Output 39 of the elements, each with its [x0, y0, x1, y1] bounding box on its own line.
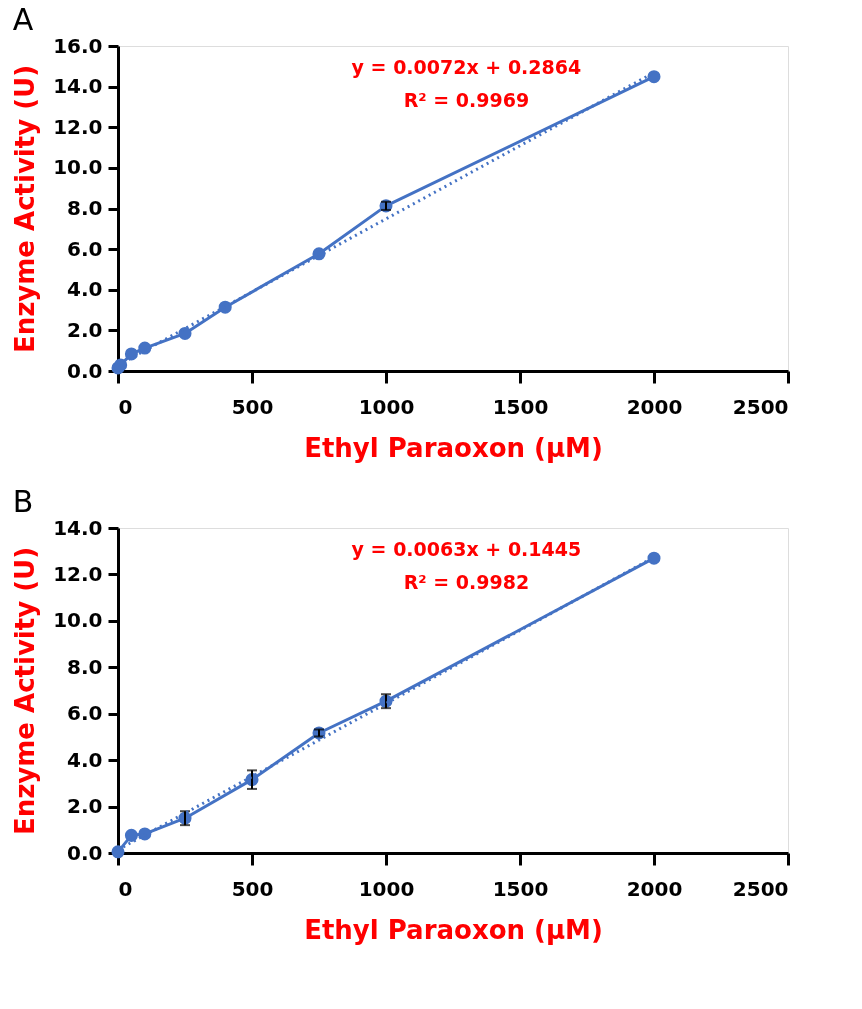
y-axis-title: Enzyme Activity (U)	[10, 64, 41, 354]
y-tick-label: 10.0	[53, 155, 103, 180]
y-tick-label: 14.0	[53, 74, 103, 99]
y-tick-label: 10.0	[53, 608, 103, 633]
y-tick-label: 4.0	[67, 747, 103, 772]
y-tick-label: 2.0	[67, 317, 103, 342]
x-tick-label: 1500	[492, 876, 549, 901]
y-tick-label: 0.0	[67, 358, 103, 383]
annotation: R² = 0.9982	[403, 571, 530, 593]
y-tick-label: 8.0	[67, 654, 103, 679]
chart-title: A	[12, 2, 34, 37]
y-tick-label: 14.0	[53, 515, 103, 540]
x-tick-label: 500	[231, 876, 274, 901]
annotation: y = 0.0063x + 0.1445	[351, 538, 582, 560]
x-tick-label: 0	[118, 876, 133, 901]
y-tick-label: 12.0	[53, 561, 103, 586]
x-tick-label: 0	[118, 394, 133, 419]
annotation: R² = 0.9969	[403, 89, 530, 111]
x-tick-label: 2000	[626, 876, 683, 901]
x-tick-label: 1000	[358, 876, 415, 901]
x-tick-label: 2000	[626, 394, 683, 419]
y-tick-label: 6.0	[67, 701, 103, 726]
y-axis-title: Enzyme Activity (U)	[10, 546, 41, 836]
chart-title: B	[12, 484, 34, 519]
y-tick-label: 2.0	[67, 794, 103, 819]
x-tick-label: 2500	[732, 394, 789, 419]
y-tick-label: 0.0	[67, 840, 103, 865]
x-tick-label: 1000	[358, 394, 415, 419]
x-tick-label: 1500	[492, 394, 549, 419]
y-tick-label: 8.0	[67, 196, 103, 220]
y-tick-label: 6.0	[67, 236, 103, 261]
x-tick-label: 2500	[732, 876, 789, 901]
y-tick-label: 12.0	[53, 114, 103, 139]
x-tick-label: 500	[231, 394, 274, 419]
annotation: y = 0.0072x + 0.2864	[351, 56, 582, 78]
y-tick-label: 16.0	[53, 33, 103, 58]
x-axis-title: Ethyl Paraoxon (µM)	[304, 914, 603, 945]
y-tick-label: 4.0	[67, 277, 103, 302]
x-axis-title: Ethyl Paraoxon (µM)	[304, 432, 603, 463]
